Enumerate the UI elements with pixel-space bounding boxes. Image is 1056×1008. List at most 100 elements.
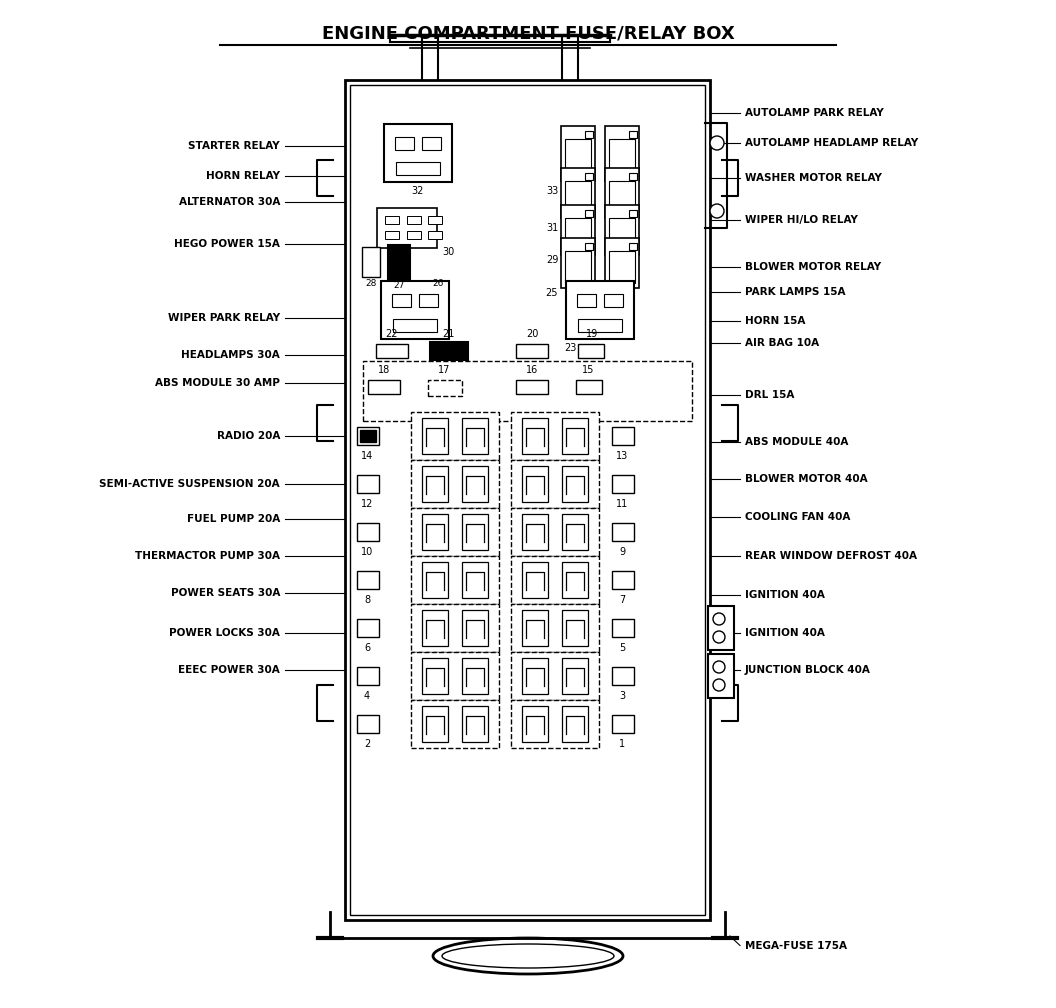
Bar: [422, 658, 448, 694]
Bar: [388, 245, 410, 279]
Text: ALTERNATOR 30A: ALTERNATOR 30A: [178, 197, 280, 207]
Bar: [411, 412, 499, 460]
Text: 2: 2: [364, 739, 370, 749]
Bar: [612, 427, 634, 445]
Text: 20: 20: [526, 329, 539, 339]
Bar: [463, 706, 488, 742]
Text: 7: 7: [619, 595, 625, 605]
Circle shape: [713, 631, 725, 643]
Text: MEGA-FUSE 175A: MEGA-FUSE 175A: [744, 940, 847, 951]
Bar: [422, 706, 448, 742]
Bar: [422, 466, 448, 502]
Bar: [511, 460, 599, 508]
Text: STARTER RELAY: STARTER RELAY: [188, 141, 280, 151]
Bar: [561, 205, 595, 255]
Circle shape: [713, 661, 725, 673]
Bar: [522, 466, 548, 502]
Circle shape: [710, 204, 724, 218]
Bar: [612, 667, 634, 685]
Bar: [422, 418, 448, 454]
Bar: [612, 571, 634, 589]
Text: POWER LOCKS 30A: POWER LOCKS 30A: [169, 628, 280, 638]
Bar: [629, 173, 637, 180]
Bar: [357, 571, 379, 589]
Bar: [522, 418, 548, 454]
Bar: [629, 130, 637, 137]
Bar: [345, 80, 710, 920]
Bar: [612, 715, 634, 733]
Text: PARK LAMPS 15A: PARK LAMPS 15A: [744, 287, 846, 297]
Text: 30: 30: [441, 247, 454, 257]
Text: 14: 14: [361, 451, 373, 461]
Bar: [411, 508, 499, 556]
Bar: [511, 412, 599, 460]
Bar: [561, 168, 595, 218]
Text: HEGO POWER 15A: HEGO POWER 15A: [174, 239, 280, 249]
Bar: [708, 654, 734, 698]
Text: WASHER MOTOR RELAY: WASHER MOTOR RELAY: [744, 173, 882, 183]
Bar: [407, 231, 421, 239]
Ellipse shape: [442, 944, 614, 968]
Bar: [565, 251, 591, 283]
Bar: [422, 514, 448, 550]
Text: IGNITION 40A: IGNITION 40A: [744, 628, 825, 638]
Bar: [395, 137, 414, 150]
Bar: [708, 606, 734, 650]
Bar: [522, 610, 548, 646]
Circle shape: [713, 679, 725, 691]
Bar: [463, 514, 488, 550]
Text: THERMACTOR PUMP 30A: THERMACTOR PUMP 30A: [135, 551, 280, 561]
Bar: [422, 137, 441, 150]
Bar: [357, 427, 379, 445]
Text: 31: 31: [546, 223, 559, 233]
Bar: [562, 706, 588, 742]
Text: 16: 16: [526, 365, 539, 375]
Text: BLOWER MOTOR 40A: BLOWER MOTOR 40A: [744, 474, 868, 484]
Bar: [511, 604, 599, 652]
Bar: [428, 216, 442, 224]
Bar: [463, 658, 488, 694]
Bar: [411, 700, 499, 748]
Bar: [516, 344, 548, 358]
Circle shape: [713, 613, 725, 625]
Text: JUNCTION BLOCK 40A: JUNCTION BLOCK 40A: [744, 665, 871, 675]
Bar: [357, 715, 379, 733]
Circle shape: [710, 136, 724, 150]
Bar: [605, 168, 639, 218]
Bar: [562, 562, 588, 598]
Bar: [522, 706, 548, 742]
Text: 13: 13: [616, 451, 628, 461]
Bar: [407, 216, 421, 224]
Bar: [516, 380, 548, 394]
Bar: [428, 231, 442, 239]
Text: DRL 15A: DRL 15A: [744, 390, 794, 400]
Bar: [629, 243, 637, 250]
Bar: [561, 126, 595, 180]
Bar: [463, 466, 488, 502]
Bar: [562, 466, 588, 502]
Bar: [377, 208, 437, 248]
Text: EEEC POWER 30A: EEEC POWER 30A: [178, 665, 280, 675]
Text: 18: 18: [378, 365, 390, 375]
Text: 27: 27: [393, 280, 404, 289]
Bar: [463, 610, 488, 646]
Bar: [385, 216, 399, 224]
Bar: [463, 418, 488, 454]
Bar: [385, 231, 399, 239]
Bar: [511, 556, 599, 604]
Bar: [363, 361, 692, 421]
Bar: [576, 380, 602, 394]
Text: COOLING FAN 40A: COOLING FAN 40A: [744, 512, 850, 522]
Bar: [392, 294, 411, 307]
Text: 28: 28: [365, 278, 377, 287]
Bar: [609, 251, 635, 283]
Text: 8: 8: [364, 595, 370, 605]
Bar: [357, 475, 379, 493]
Text: AIR BAG 10A: AIR BAG 10A: [744, 338, 819, 348]
Bar: [561, 238, 595, 288]
Bar: [357, 667, 379, 685]
Text: 32: 32: [412, 186, 425, 196]
Bar: [577, 294, 596, 307]
Text: HORN RELAY: HORN RELAY: [206, 171, 280, 181]
Text: 22: 22: [385, 329, 398, 339]
